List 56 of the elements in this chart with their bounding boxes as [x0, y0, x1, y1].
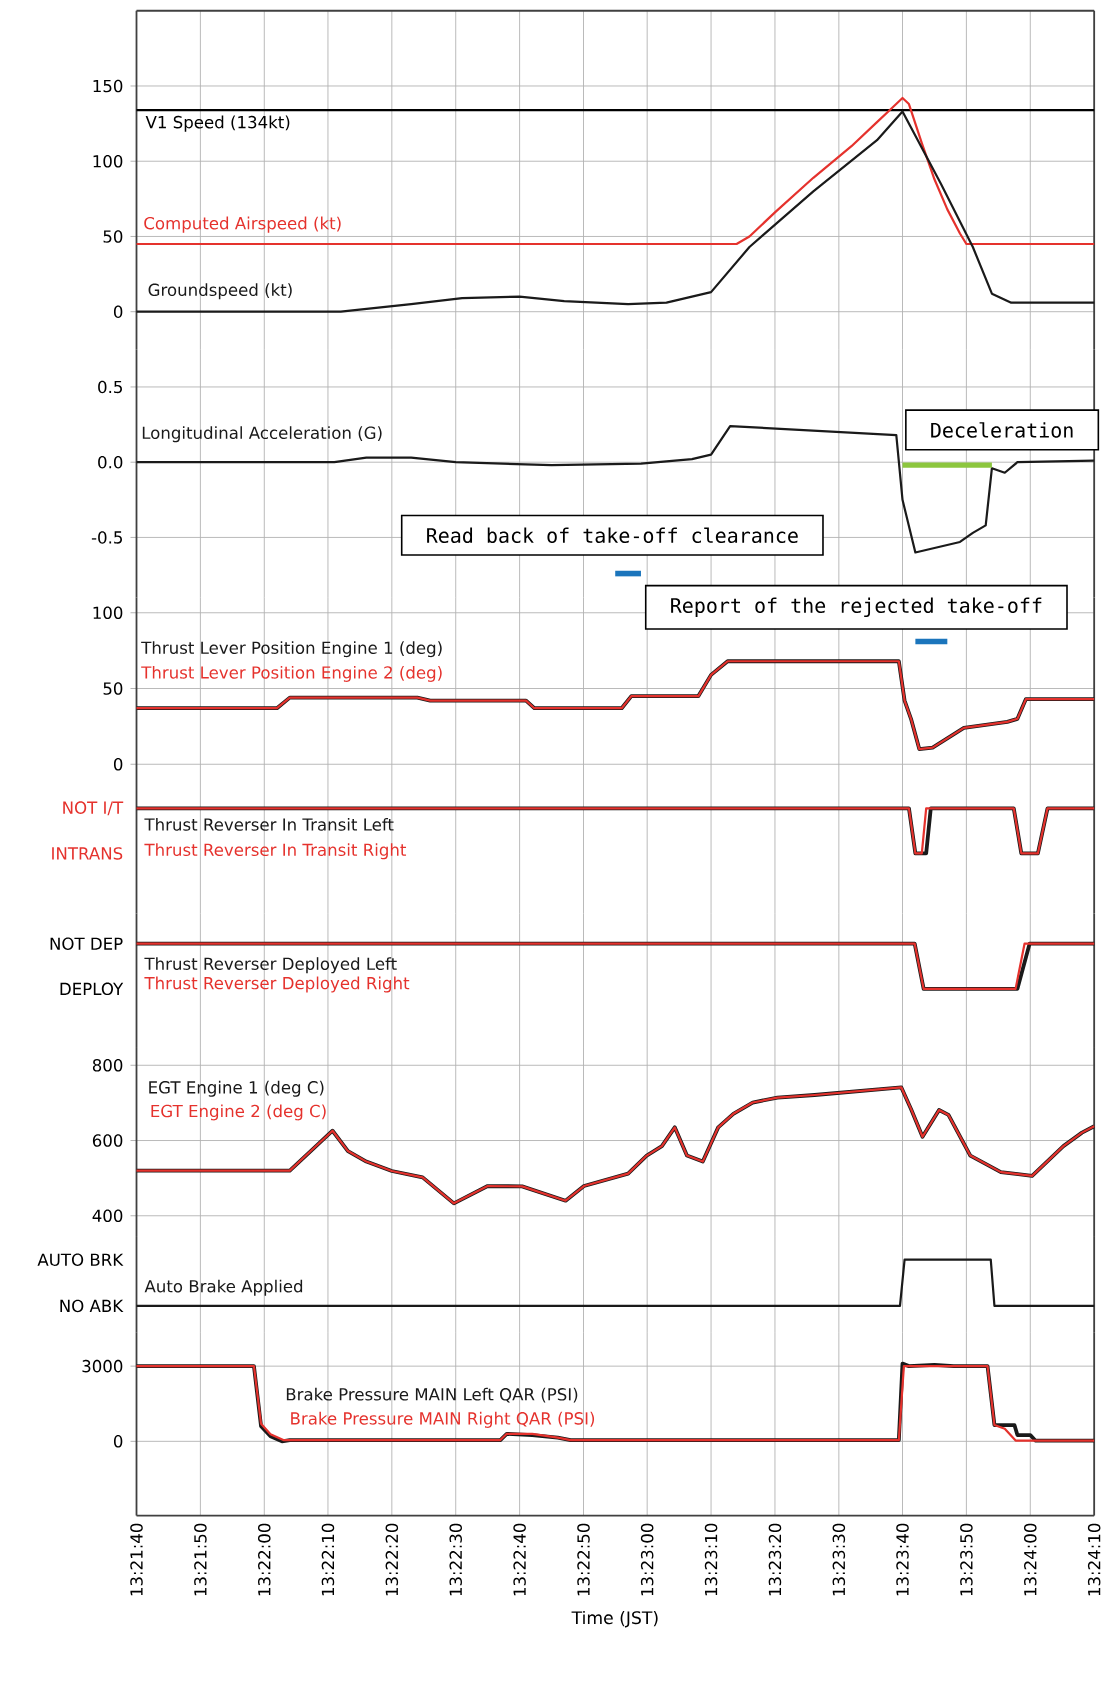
- series-label: Thrust Lever Position Engine 2 (deg): [141, 665, 442, 682]
- y-tick-label: 0.0: [98, 455, 123, 469]
- y-tick-label: 50: [103, 682, 123, 695]
- text: Thrust Reverser In Transit Right: [144, 843, 406, 860]
- series-label: Thrust Reverser In Transit Left: [144, 817, 394, 831]
- text: NOT I/T: [63, 801, 124, 816]
- y-tick-label: 0: [113, 305, 123, 318]
- x-tick-label: 13:23:20: [768, 1523, 782, 1596]
- x-tick-label: 13:22:20: [385, 1523, 399, 1596]
- series-label: Thrust Reverser Deployed Right: [144, 976, 410, 993]
- y-tick-label: 150: [93, 79, 123, 93]
- y-tick-label: 600: [92, 1134, 123, 1147]
- x-tick-label: 13:24:00: [1023, 1523, 1037, 1596]
- series-label: Brake Pressure MAIN Left QAR (PSI): [286, 1387, 578, 1403]
- text: NOT DEP: [50, 937, 123, 950]
- x-tick-label: 13:23:10: [704, 1523, 718, 1596]
- y-tick-label: 100: [93, 154, 123, 168]
- x-tick-label: 13:23:00: [640, 1523, 654, 1596]
- text: Thrust Lever Position Engine 1 (deg): [141, 641, 442, 658]
- x-tick-label: 13:22:00: [257, 1523, 271, 1596]
- text: INTRANS: [52, 847, 123, 860]
- y-tick-label: 400: [92, 1209, 123, 1223]
- x-tick-label: 13:24:10: [1087, 1523, 1101, 1596]
- x-tick-label: 13:22:50: [577, 1523, 590, 1596]
- series-label: Thrust Reverser Deployed Left: [144, 957, 397, 974]
- x-tick-label: 13:21:40: [130, 1523, 143, 1596]
- x-tick-label: 13:22:40: [513, 1523, 526, 1596]
- text: NO ABK: [60, 1299, 124, 1313]
- x-tick-label: 13:22:30: [449, 1523, 462, 1596]
- x-tick-label: 13:21:50: [194, 1523, 207, 1596]
- text: DEPLOY: [60, 982, 124, 996]
- series-label: Groundspeed (kt): [148, 283, 292, 300]
- y-tick-label: 3000: [82, 1359, 123, 1373]
- text: AUTO BRK: [37, 1253, 124, 1266]
- series-label: Brake Pressure MAIN Right QAR (PSI): [291, 1411, 595, 1428]
- y-tick-label: -0.5: [91, 531, 122, 544]
- x-tick-label: 13:23:40: [896, 1523, 909, 1596]
- x-tick-label: 13:22:10: [321, 1523, 335, 1596]
- x-axis-title: Time (JST): [571, 1610, 658, 1628]
- ref-line-label: V1 Speed (134kt): [145, 115, 290, 132]
- x-tick-label: 13:23:50: [960, 1523, 973, 1596]
- annotation: Report of the rejected take-off: [671, 597, 1042, 617]
- annotation: Read back of take-off clearance: [427, 527, 798, 544]
- x-tick-label: 13:23:30: [832, 1523, 846, 1596]
- series-label: Computed Airspeed (kt): [144, 216, 341, 233]
- y-tick-label: 100: [93, 606, 123, 620]
- y-tick-label: 0: [113, 757, 123, 771]
- y-tick-label: 800: [92, 1058, 123, 1072]
- series-label: EGT Engine 2 (deg C): [151, 1104, 326, 1121]
- y-tick-label: 0: [113, 1435, 123, 1448]
- annotation: Deceleration: [931, 422, 1073, 438]
- y-tick-label: 50: [103, 230, 123, 243]
- y-tick-label: 0.5: [98, 380, 122, 394]
- text: EGT Engine 1 (deg C): [149, 1080, 324, 1097]
- series-label: Auto Brake Applied: [144, 1279, 303, 1296]
- series-label: Longitudinal Acceleration (G): [142, 426, 382, 443]
